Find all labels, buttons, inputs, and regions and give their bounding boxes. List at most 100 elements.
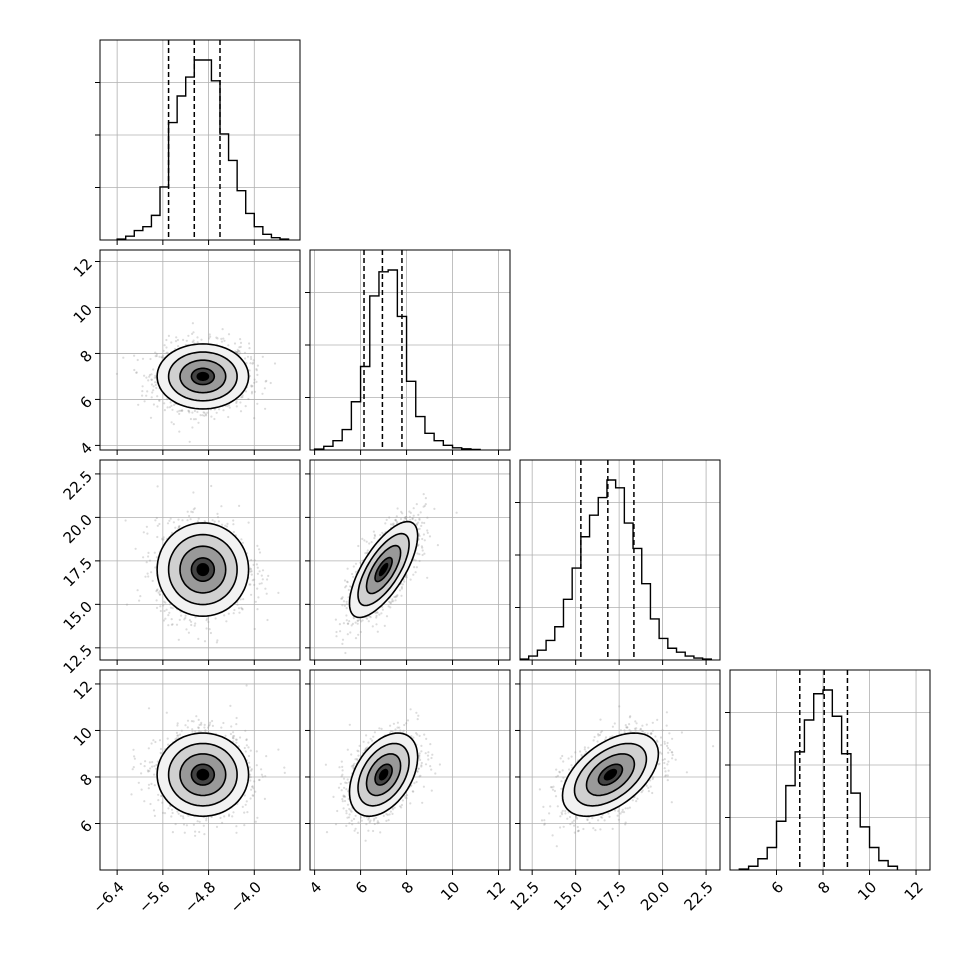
scatter-point <box>250 593 253 596</box>
scatter-point <box>145 561 148 564</box>
scatter-point <box>418 517 421 520</box>
scatter-point <box>165 346 168 349</box>
scatter-point <box>265 592 268 595</box>
scatter-point <box>436 544 439 547</box>
scatter-point <box>221 328 224 331</box>
scatter-point <box>239 736 242 739</box>
scatter-point <box>255 368 258 371</box>
scatter-point <box>185 339 188 342</box>
scatter-point <box>188 514 191 518</box>
scatter-point <box>209 335 212 338</box>
scatter-point <box>231 735 235 738</box>
scatter-point <box>422 533 425 536</box>
scatter-point <box>261 578 264 581</box>
scatter-point <box>139 595 142 598</box>
scatter-point <box>358 618 361 621</box>
scatter-point <box>141 390 144 393</box>
scatter-point <box>193 409 196 413</box>
scatter-point <box>375 611 378 614</box>
scatter-point <box>261 569 265 572</box>
scatter-point <box>135 371 138 374</box>
scatter-point <box>261 355 264 358</box>
scatter-point <box>146 572 149 575</box>
scatter-point <box>404 516 407 519</box>
scatter-point <box>413 566 416 569</box>
scatter-point <box>235 400 238 403</box>
scatter-point <box>161 538 164 541</box>
scatter-point <box>226 522 229 526</box>
scatter-point <box>143 400 146 403</box>
scatter-point <box>232 519 235 522</box>
pair-panel-0-1 <box>95 249 301 455</box>
scatter-point <box>400 594 403 597</box>
scatter-point <box>147 770 150 773</box>
pair-panel-1-2 <box>305 459 511 665</box>
scatter-point <box>403 517 406 520</box>
scatter-point <box>233 608 236 612</box>
scatter-point <box>380 612 383 615</box>
scatter-point <box>370 541 373 544</box>
scatter-point <box>163 600 166 603</box>
pair-panel-0-2 <box>95 459 301 665</box>
scatter-point <box>418 534 421 538</box>
scatter-point <box>144 760 147 763</box>
scatter-point <box>150 782 153 786</box>
scatter-point <box>156 405 159 408</box>
scatter-point <box>208 337 211 340</box>
scatter-point <box>250 390 254 393</box>
scatter-point <box>155 589 159 592</box>
scatter-point <box>372 530 375 533</box>
scatter-point <box>258 582 261 585</box>
scatter-point <box>253 378 256 381</box>
scatter-point <box>154 374 157 377</box>
scatter-point <box>156 395 159 398</box>
scatter-point <box>236 348 239 351</box>
scatter-point <box>338 623 341 626</box>
scatter-point <box>155 386 158 390</box>
scatter-point <box>167 624 170 627</box>
scatter-point <box>152 368 155 371</box>
scatter-point <box>239 345 242 348</box>
scatter-point <box>388 516 391 519</box>
scatter-point <box>168 406 171 409</box>
scatter-point <box>158 593 161 596</box>
scatter-point <box>371 625 374 628</box>
scatter-point <box>417 513 420 517</box>
pair-content <box>100 460 300 660</box>
scatter-point <box>215 411 218 414</box>
scatter-point <box>179 409 182 412</box>
scatter-point <box>147 551 150 555</box>
scatter-point <box>243 351 247 354</box>
scatter-point <box>346 567 349 570</box>
scatter-point <box>248 374 252 378</box>
scatter-point <box>426 576 429 579</box>
scatter-point <box>155 516 158 520</box>
scatter-point <box>264 587 267 590</box>
scatter-point <box>421 521 424 524</box>
scatter-point <box>187 409 190 412</box>
scatter-point <box>135 371 138 374</box>
scatter-point <box>162 536 165 539</box>
scatter-point <box>236 603 239 606</box>
scatter-point <box>248 342 251 345</box>
scatter-point <box>155 354 158 358</box>
scatter-point <box>258 570 261 573</box>
scatter-point <box>381 531 384 534</box>
scatter-point <box>193 624 196 627</box>
scatter-point <box>250 573 253 576</box>
contour-line <box>357 532 410 607</box>
hist-panel-0 <box>95 39 301 245</box>
scatter-point <box>170 531 174 535</box>
scatter-point <box>253 390 257 393</box>
scatter-point <box>183 618 186 621</box>
scatter-point <box>408 515 411 519</box>
scatter-point <box>170 618 173 621</box>
scatter-point <box>361 619 364 622</box>
scatter-point <box>376 630 379 633</box>
scatter-point <box>373 537 376 540</box>
scatter-point <box>342 622 345 625</box>
scatter-point <box>165 351 168 354</box>
scatter-point <box>150 378 153 381</box>
scatter-point <box>150 383 153 386</box>
scatter-point <box>152 385 155 388</box>
